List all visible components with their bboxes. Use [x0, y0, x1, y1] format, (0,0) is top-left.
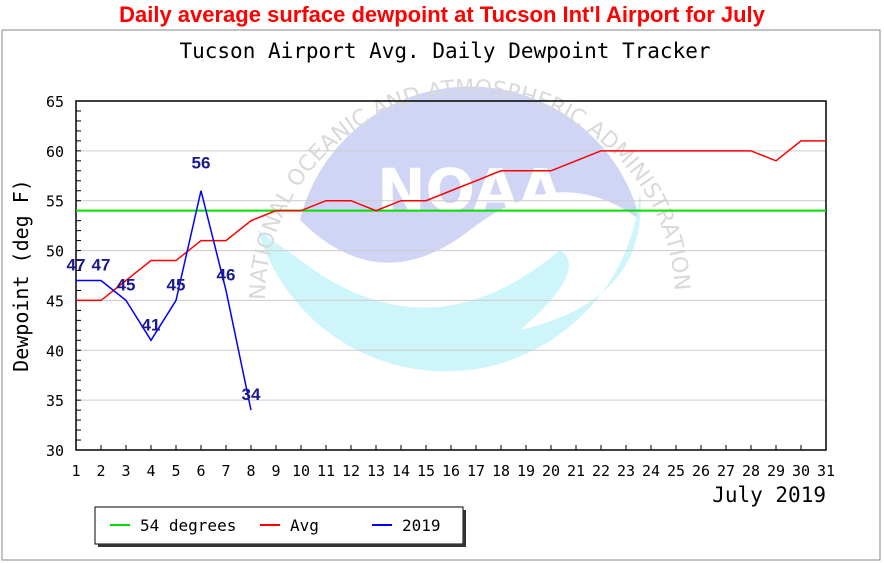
- x-tick-label: 5: [171, 462, 180, 480]
- data-label: 47: [67, 255, 86, 274]
- data-label: 34: [242, 385, 261, 404]
- x-tick-label: 30: [792, 462, 810, 480]
- x-tick-label: 17: [467, 462, 485, 480]
- x-tick-label: 4: [146, 462, 155, 480]
- x-tick-label: 1: [71, 462, 80, 480]
- x-tick-label: 3: [121, 462, 130, 480]
- headline: Daily average surface dewpoint at Tucson…: [119, 2, 765, 27]
- y-tick-label: 30: [46, 442, 64, 460]
- x-tick-label: 23: [617, 462, 635, 480]
- x-tick-label: 14: [392, 462, 410, 480]
- noaa-logo-bottom-icon: [258, 190, 641, 372]
- legend-label: 54 degrees: [140, 516, 236, 535]
- series-line-2019: [76, 190, 252, 411]
- x-tick-label: 15: [417, 462, 435, 480]
- x-tick-label: 24: [642, 462, 660, 480]
- x-tick-label: 21: [567, 462, 585, 480]
- y-tick-label: 40: [46, 342, 64, 360]
- x-tick-label: 22: [592, 462, 610, 480]
- x-tick-label: 28: [742, 462, 760, 480]
- y-tick-label: 50: [46, 243, 64, 261]
- x-tick-label: 16: [442, 462, 460, 480]
- y-axis-label: Dewpoint (deg F): [9, 179, 33, 372]
- x-tick-label: 11: [317, 462, 335, 480]
- x-tick-label: 13: [367, 462, 385, 480]
- plot-area: [75, 100, 827, 451]
- noaa-logo-top-icon: [300, 86, 640, 263]
- x-tick-label: 27: [717, 462, 735, 480]
- x-tick-label: 10: [292, 462, 310, 480]
- legend-label: 2019: [402, 516, 441, 535]
- x-tick-label: 29: [767, 462, 785, 480]
- data-label: 46: [217, 265, 236, 284]
- x-tick-label: 8: [246, 462, 255, 480]
- y-tick-label: 45: [46, 292, 64, 310]
- x-tick-label: 25: [667, 462, 685, 480]
- data-label: 56: [192, 154, 211, 173]
- chart-title: Tucson Airport Avg. Daily Dewpoint Track…: [179, 39, 710, 63]
- x-tick-label: 26: [692, 462, 710, 480]
- x-tick-label: 20: [542, 462, 560, 480]
- x-axis-label: July 2019: [712, 483, 826, 507]
- data-label: 41: [142, 315, 161, 334]
- x-tick-label: 18: [492, 462, 510, 480]
- y-tick-label: 65: [46, 93, 64, 111]
- x-tick-label: 19: [517, 462, 535, 480]
- x-tick-label: 12: [342, 462, 360, 480]
- y-tick-label: 35: [46, 392, 64, 410]
- x-tick-label: 7: [221, 462, 230, 480]
- series-line-avg: [76, 140, 826, 302]
- y-tick-label: 60: [46, 143, 64, 161]
- x-tick-label: 6: [196, 462, 205, 480]
- data-label: 45: [167, 275, 186, 294]
- data-label: 47: [92, 255, 111, 274]
- x-tick-label: 2: [96, 462, 105, 480]
- noaa-logo-text: NOAA: [377, 156, 563, 224]
- legend-label: Avg: [290, 516, 319, 535]
- y-tick-label: 55: [46, 193, 64, 211]
- x-tick-label: 9: [271, 462, 280, 480]
- legend-shadow-bottom: [98, 544, 466, 547]
- legend-shadow-right: [463, 510, 466, 547]
- x-tick-label: 31: [817, 462, 835, 480]
- data-label: 45: [117, 275, 136, 294]
